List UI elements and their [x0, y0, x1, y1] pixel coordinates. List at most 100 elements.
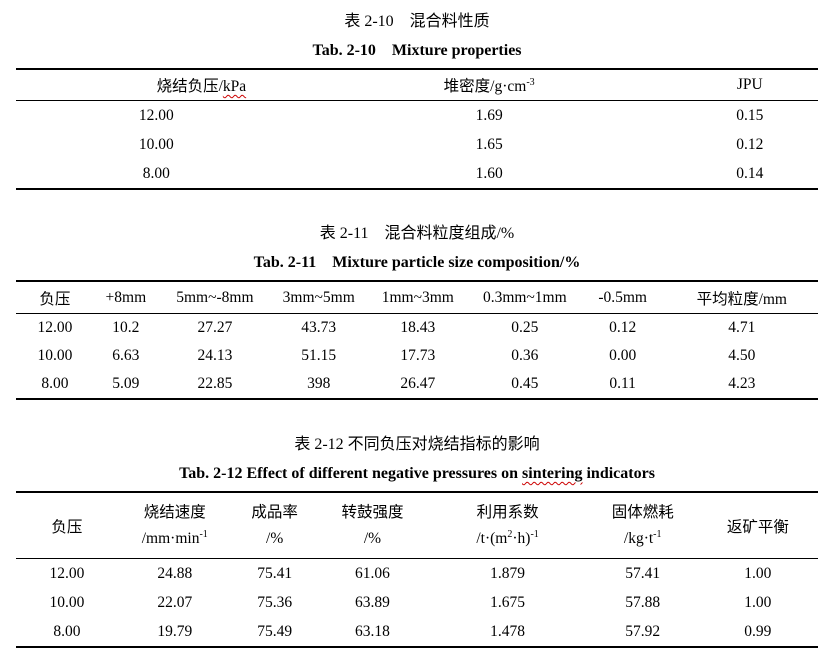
col-header-jpu: JPU: [736, 76, 763, 93]
table-cell: 24.13: [197, 347, 233, 364]
table-cell: 1.00: [744, 564, 772, 582]
header-label: 固体燃耗: [611, 503, 674, 521]
header-unit: /mm·min-1: [118, 526, 232, 552]
header-unit: /t·(m2·h)-1: [427, 526, 587, 552]
caption-text: indicators: [582, 465, 655, 482]
header-label: 转鼓强度: [341, 503, 404, 521]
particle-size-composition-table: 负压 +8mm 5mm~-8mm 3mm~5mm 1mm~3mm 0.3mm~1…: [16, 280, 818, 400]
table-cell: 0.14: [736, 164, 764, 182]
table-cell: 63.18: [355, 622, 390, 640]
col-header-finished-product-rate: 成品率 /%: [232, 492, 318, 559]
table-2-10-section: 表 2-10 混合料性质 Tab. 2-10 Mixture propertie…: [16, 12, 818, 190]
col-header-bulk-density: 堆密度/g·cm-3: [297, 69, 682, 101]
col-header-minus05mm: -0.5mm: [598, 288, 647, 306]
table-cell: 10.00: [138, 135, 174, 153]
superscript-exponent: -1: [530, 528, 539, 540]
superscript-exponent: -3: [526, 76, 535, 88]
superscript-exponent: 2: [507, 528, 513, 540]
table-cell: 0.12: [609, 319, 637, 336]
caption-text: Tab. 2-12 Effect of different negative p…: [179, 465, 523, 482]
col-header-plus8mm: +8mm: [105, 288, 147, 306]
table-cell: 0.00: [609, 347, 637, 364]
table-cell: 1.60: [475, 164, 503, 182]
table-cell: 22.85: [197, 375, 233, 392]
table-cell: 12.00: [49, 564, 85, 582]
unit-text: ·h): [512, 529, 531, 547]
header-unit: /kg·t-1: [588, 526, 698, 552]
table-2-12-caption-zh: 表 2-12 不同负压对烧结指标的影响: [294, 436, 540, 453]
table-cell: 4.23: [728, 375, 756, 392]
table-cell: 12.00: [37, 319, 73, 336]
table-cell: 12.00: [138, 106, 174, 124]
table-cell: 6.63: [112, 347, 140, 364]
table-row: 12.00 24.88 75.41 61.06 1.879 57.41 1.00: [16, 559, 818, 589]
table-cell: 10.2: [112, 319, 140, 336]
table-row: 8.00 5.09 22.85 398 26.47 0.45 0.11 4.23: [16, 370, 818, 399]
col-header-negative-pressure: 负压: [39, 290, 71, 308]
col-header-utilization-coefficient: 利用系数 /t·(m2·h)-1: [427, 492, 587, 559]
table-cell: 10.00: [37, 347, 73, 364]
table-row: 10.00 22.07 75.36 63.89 1.675 57.88 1.00: [16, 588, 818, 617]
table-cell: 51.15: [301, 347, 337, 364]
col-header-solid-fuel-consumption: 固体燃耗 /kg·t-1: [588, 492, 698, 559]
table-2-11-section: 表 2-11 混合料粒度组成/% Tab. 2-11 Mixture parti…: [16, 224, 818, 400]
sintering-indicators-table: 负压 烧结速度 /mm·min-1 成品率 /% 转鼓强度 /% 利用系数: [16, 491, 818, 648]
col-header-tumbler-strength: 转鼓强度 /%: [318, 492, 428, 559]
table-2-11-caption-zh: 表 2-11 混合料粒度组成/%: [319, 225, 515, 242]
table-cell: 1.675: [490, 593, 526, 611]
header-row: 负压 烧结速度 /mm·min-1 成品率 /% 转鼓强度 /% 利用系数: [16, 492, 818, 559]
table-2-10-caption-zh: 表 2-10 混合料性质: [344, 13, 490, 30]
table-2-11-caption-en: Tab. 2-11 Mixture particle size composit…: [253, 254, 581, 271]
unit-text: /t·(m: [476, 529, 508, 547]
header-unit: /%: [266, 529, 284, 547]
header-label: 烧结负压/: [156, 78, 223, 95]
col-header-average-particle-size: 平均粒度/mm: [696, 290, 787, 308]
table-cell: 27.27: [197, 319, 233, 336]
table-cell: 43.73: [301, 319, 337, 336]
superscript-exponent: -1: [653, 528, 662, 540]
table-cell: 0.15: [736, 106, 764, 124]
table-cell: 5.09: [112, 375, 140, 392]
table-cell: 75.36: [257, 593, 293, 611]
table-cell: 22.07: [157, 593, 193, 611]
table-row: 10.00 1.65 0.12: [16, 130, 818, 159]
table-2-12-caption-en: Tab. 2-12 Effect of different negative p…: [16, 464, 818, 484]
table-row: 8.00 1.60 0.14: [16, 159, 818, 189]
col-header-negative-pressure: 负压: [51, 518, 83, 536]
table-cell: 26.47: [400, 375, 436, 392]
table-cell: 61.06: [355, 564, 390, 582]
spellcheck-wavy-text: kPa: [222, 78, 247, 95]
table-cell: 0.11: [609, 375, 636, 392]
header-row: 烧结负压/kPa 堆密度/g·cm-3 JPU: [16, 69, 818, 101]
table-row: 10.00 6.63 24.13 51.15 17.73 0.36 0.00 4…: [16, 342, 818, 370]
header-unit: /%: [363, 529, 382, 547]
header-row: 负压 +8mm 5mm~-8mm 3mm~5mm 1mm~3mm 0.3mm~1…: [16, 281, 818, 314]
table-cell: 0.25: [511, 319, 539, 336]
mixture-properties-table: 烧结负压/kPa 堆密度/g·cm-3 JPU 12.00 1.69 0.15 …: [16, 68, 818, 190]
table-cell: 75.49: [257, 622, 293, 640]
table-cell: 17.73: [400, 347, 436, 364]
table-cell: 8.00: [142, 164, 170, 182]
table-cell: 0.99: [744, 622, 772, 640]
header-label: 利用系数: [476, 503, 539, 521]
table-cell: 1.00: [744, 593, 772, 611]
col-header-3to5mm: 3mm~5mm: [282, 288, 355, 306]
table-cell: 1.478: [490, 622, 526, 640]
table-cell: 57.92: [625, 622, 661, 640]
header-label: 烧结速度: [143, 503, 206, 521]
table-cell: 0.36: [511, 347, 539, 364]
table-cell: 8.00: [53, 622, 81, 640]
col-header-1to3mm: 1mm~3mm: [381, 288, 454, 306]
table-cell: 24.88: [157, 564, 193, 582]
table-2-12-section: 表 2-12 不同负压对烧结指标的影响 Tab. 2-12 Effect of …: [16, 435, 818, 648]
table-cell: 0.45: [511, 375, 539, 392]
header-label: 成品率: [251, 503, 298, 521]
col-header-03to1mm: 0.3mm~1mm: [482, 288, 567, 306]
table-cell: 1.65: [475, 135, 503, 153]
unit-text: /mm·min: [141, 529, 200, 547]
table-cell: 398: [307, 375, 331, 392]
col-header-sintering-speed: 烧结速度 /mm·min-1: [118, 492, 232, 559]
table-cell: 0.12: [736, 135, 764, 153]
table-cell: 75.41: [257, 564, 293, 582]
table-row: 12.00 10.2 27.27 43.73 18.43 0.25 0.12 4…: [16, 314, 818, 343]
